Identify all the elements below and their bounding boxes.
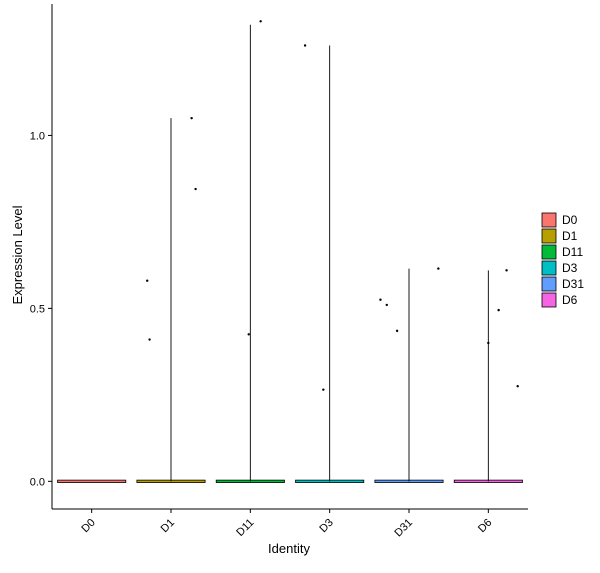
y-tick-label: 0.5 bbox=[30, 303, 45, 315]
legend-label-D11: D11 bbox=[562, 245, 583, 259]
legend-key-D6 bbox=[541, 292, 557, 308]
legend-label-D6: D6 bbox=[562, 293, 578, 307]
y-axis-title: Expression Level bbox=[10, 205, 25, 304]
axes bbox=[51, 4, 528, 510]
data-point-D1 bbox=[148, 338, 151, 341]
data-point-D3 bbox=[303, 44, 307, 47]
data-point-D31 bbox=[385, 303, 388, 307]
data-point-D1 bbox=[146, 279, 149, 282]
x-axis-title: Identity bbox=[268, 541, 310, 556]
jitter-points bbox=[146, 20, 519, 391]
data-point-D31 bbox=[379, 298, 382, 301]
legend-label-D3: D3 bbox=[562, 261, 578, 275]
legend-key-D3 bbox=[541, 260, 557, 276]
x-tick-label: D31 bbox=[392, 517, 415, 540]
data-point-D6 bbox=[516, 385, 519, 388]
legend-label-D0: D0 bbox=[562, 213, 578, 227]
legend-label-D31: D31 bbox=[562, 277, 584, 291]
data-point-D6 bbox=[505, 269, 508, 272]
data-point-D31 bbox=[437, 267, 440, 270]
x-tick-label: D0 bbox=[79, 517, 97, 535]
x-tick-label: D6 bbox=[476, 517, 494, 535]
x-ticks: D0 D1 D11 D3 D31 D6 bbox=[79, 509, 494, 539]
y-ticks: 0.0 0.5 1.0 bbox=[30, 130, 52, 488]
data-point-D1 bbox=[190, 116, 193, 120]
data-point-D11 bbox=[247, 333, 250, 336]
violins bbox=[57, 24, 523, 483]
data-point-D6 bbox=[497, 308, 500, 312]
legend-key-D31 bbox=[541, 276, 557, 292]
y-tick-label: 1.0 bbox=[30, 130, 45, 142]
legend-key-D1 bbox=[541, 228, 557, 244]
x-tick-label: D3 bbox=[317, 517, 335, 535]
data-point-D31 bbox=[395, 329, 399, 333]
legend: D0 D1 D11 D3 D31 D6 bbox=[541, 212, 584, 308]
y-tick-label: 0.0 bbox=[30, 476, 45, 488]
data-point-D11 bbox=[259, 20, 262, 23]
data-point-D6 bbox=[487, 341, 490, 345]
legend-key-D11 bbox=[541, 244, 557, 260]
violin-D0 bbox=[57, 479, 127, 483]
legend-label-D1: D1 bbox=[562, 229, 578, 243]
legend-key-D0 bbox=[541, 212, 557, 228]
x-tick-label: D1 bbox=[159, 517, 177, 535]
x-tick-label: D11 bbox=[234, 517, 256, 539]
data-point-D1 bbox=[194, 187, 197, 191]
data-point-D3 bbox=[322, 388, 325, 391]
